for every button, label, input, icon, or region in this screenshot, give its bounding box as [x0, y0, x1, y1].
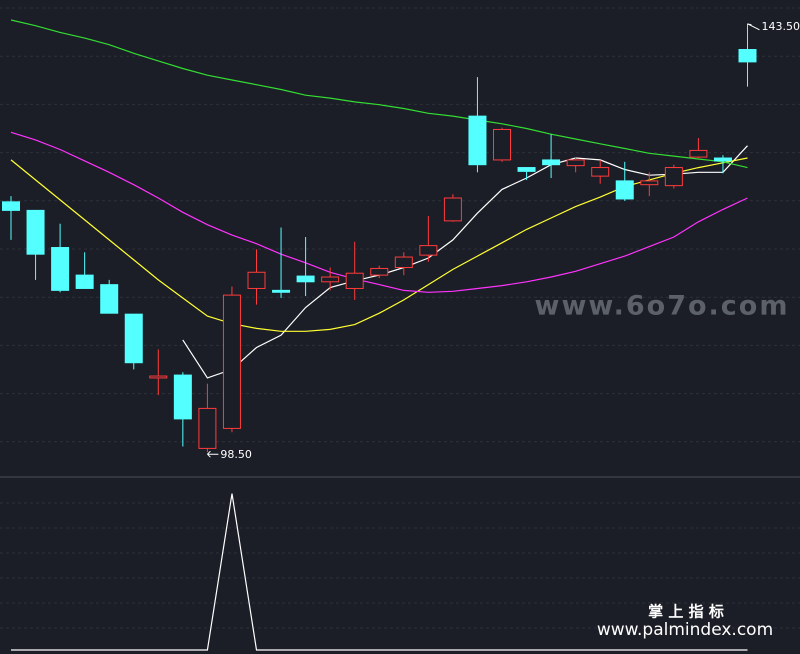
candle-body — [517, 167, 536, 172]
candle-body — [321, 276, 340, 283]
candle-body — [75, 274, 94, 289]
watermark: www.6o7o.com — [535, 291, 790, 322]
line-series — [10, 131, 748, 293]
candle-body — [443, 197, 462, 222]
candle-body — [689, 149, 708, 158]
candle-body — [419, 245, 438, 256]
candle-body — [100, 284, 119, 314]
site: www.palmindex.com — [597, 620, 773, 640]
line-series — [11, 493, 748, 651]
candle-body — [713, 157, 732, 162]
candle-body — [51, 247, 70, 291]
line-series — [10, 19, 748, 169]
line-series — [182, 145, 748, 379]
high-label: 143.50 — [762, 20, 800, 33]
candle-body — [296, 275, 315, 283]
candle-body — [173, 374, 192, 420]
candle-body — [542, 159, 561, 166]
candle-body — [566, 159, 585, 167]
candle-body — [2, 201, 20, 211]
candle-body — [26, 209, 45, 255]
candle-body — [664, 167, 683, 187]
candle-body — [640, 180, 659, 186]
low-label: 98.50 — [220, 448, 252, 461]
candle-body — [198, 407, 217, 449]
candle-body — [591, 167, 610, 177]
brand: 掌 上 指 标 — [648, 603, 724, 621]
candle-body — [394, 256, 413, 269]
candle-body — [345, 272, 364, 289]
label-arrow — [207, 450, 219, 458]
candle-body — [468, 115, 487, 166]
candle-body — [124, 313, 143, 364]
candle-body — [247, 271, 266, 289]
candle-body — [222, 294, 241, 429]
candle-body — [272, 289, 291, 293]
candle-body — [615, 180, 634, 200]
candle-body — [149, 375, 168, 379]
candle-body — [493, 128, 511, 161]
candle-body — [738, 49, 757, 63]
label-arrow — [747, 23, 760, 31]
candle-body — [370, 267, 389, 276]
